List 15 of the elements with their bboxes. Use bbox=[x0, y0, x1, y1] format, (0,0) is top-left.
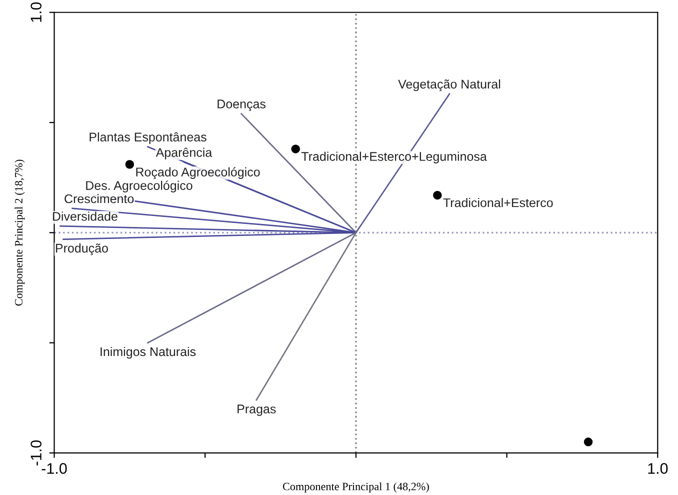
annotation: Crescimento bbox=[64, 194, 134, 204]
annotation: Aparência bbox=[156, 148, 212, 160]
annotation: Vegetação Natural bbox=[398, 79, 500, 92]
annotation: Doenças bbox=[218, 100, 266, 111]
annotation: Des. Agroecológico bbox=[86, 180, 192, 192]
annotation: Diversidade bbox=[52, 212, 118, 221]
annotation: Inimigos Naturais bbox=[100, 346, 196, 359]
annotation: Tradicional+Esterco bbox=[443, 198, 553, 208]
annotation: Roçado Agroecológico bbox=[136, 167, 260, 179]
y-axis-title: Componente Principal 2 (18,7%) bbox=[14, 160, 25, 306]
annotation: Pragas bbox=[238, 404, 276, 416]
x-axis-title: Componente Principal 1 (48,2%) bbox=[282, 482, 429, 493]
annotation: Tradicional+Esterco+Leguminosa bbox=[301, 152, 487, 164]
annotation: Produção bbox=[56, 243, 108, 256]
annotation: Plantas Espontâneas bbox=[90, 132, 206, 144]
